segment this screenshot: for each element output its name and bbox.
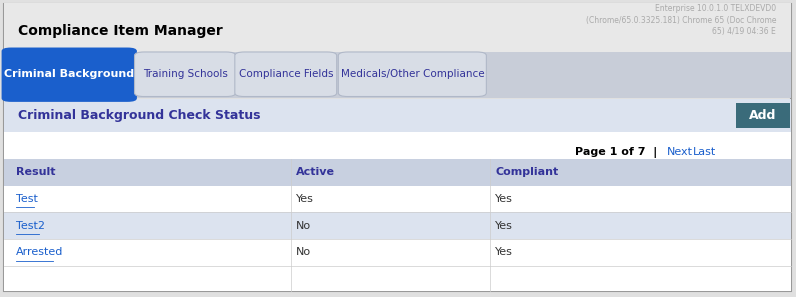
Text: Active: Active <box>296 167 335 177</box>
FancyBboxPatch shape <box>4 99 791 132</box>
Text: Criminal Background Check Status: Criminal Background Check Status <box>18 109 260 122</box>
FancyBboxPatch shape <box>736 103 790 128</box>
FancyBboxPatch shape <box>4 239 791 266</box>
Text: Yes: Yes <box>495 221 513 231</box>
Text: Last: Last <box>693 147 716 157</box>
Text: Yes: Yes <box>495 194 513 204</box>
Text: No: No <box>296 221 311 231</box>
Text: Result: Result <box>16 167 56 177</box>
Text: Page 1 of 7  |: Page 1 of 7 | <box>576 146 657 158</box>
FancyBboxPatch shape <box>4 4 791 291</box>
Text: Test2: Test2 <box>16 221 45 231</box>
FancyBboxPatch shape <box>235 52 337 97</box>
Text: Medicals/Other Compliance: Medicals/Other Compliance <box>341 69 484 78</box>
FancyBboxPatch shape <box>4 159 791 186</box>
Text: Enterprise 10.0.1.0 TELXDEVD0: Enterprise 10.0.1.0 TELXDEVD0 <box>655 4 776 13</box>
FancyBboxPatch shape <box>4 212 791 239</box>
Text: Yes: Yes <box>296 194 314 204</box>
Text: Next: Next <box>667 147 693 157</box>
Text: Test: Test <box>16 194 37 204</box>
FancyBboxPatch shape <box>4 186 791 212</box>
FancyBboxPatch shape <box>338 52 486 97</box>
Text: Yes: Yes <box>495 247 513 257</box>
FancyBboxPatch shape <box>2 48 137 102</box>
Text: Compliance Fields: Compliance Fields <box>239 69 333 78</box>
FancyBboxPatch shape <box>4 132 791 291</box>
Text: Arrested: Arrested <box>16 247 64 257</box>
Text: Criminal Background: Criminal Background <box>4 69 135 79</box>
FancyBboxPatch shape <box>4 52 791 98</box>
FancyBboxPatch shape <box>4 3 791 52</box>
Text: No: No <box>296 247 311 257</box>
Text: Training Schools: Training Schools <box>142 69 228 78</box>
Text: Add: Add <box>749 109 776 122</box>
Text: Compliance Item Manager: Compliance Item Manager <box>18 24 222 38</box>
Text: Compliant: Compliant <box>495 167 558 177</box>
Text: (Chrome/65.0.3325.181) Chrome 65 (Doc Chrome
65) 4/19 04:36 E: (Chrome/65.0.3325.181) Chrome 65 (Doc Ch… <box>586 16 776 36</box>
FancyBboxPatch shape <box>135 52 236 97</box>
